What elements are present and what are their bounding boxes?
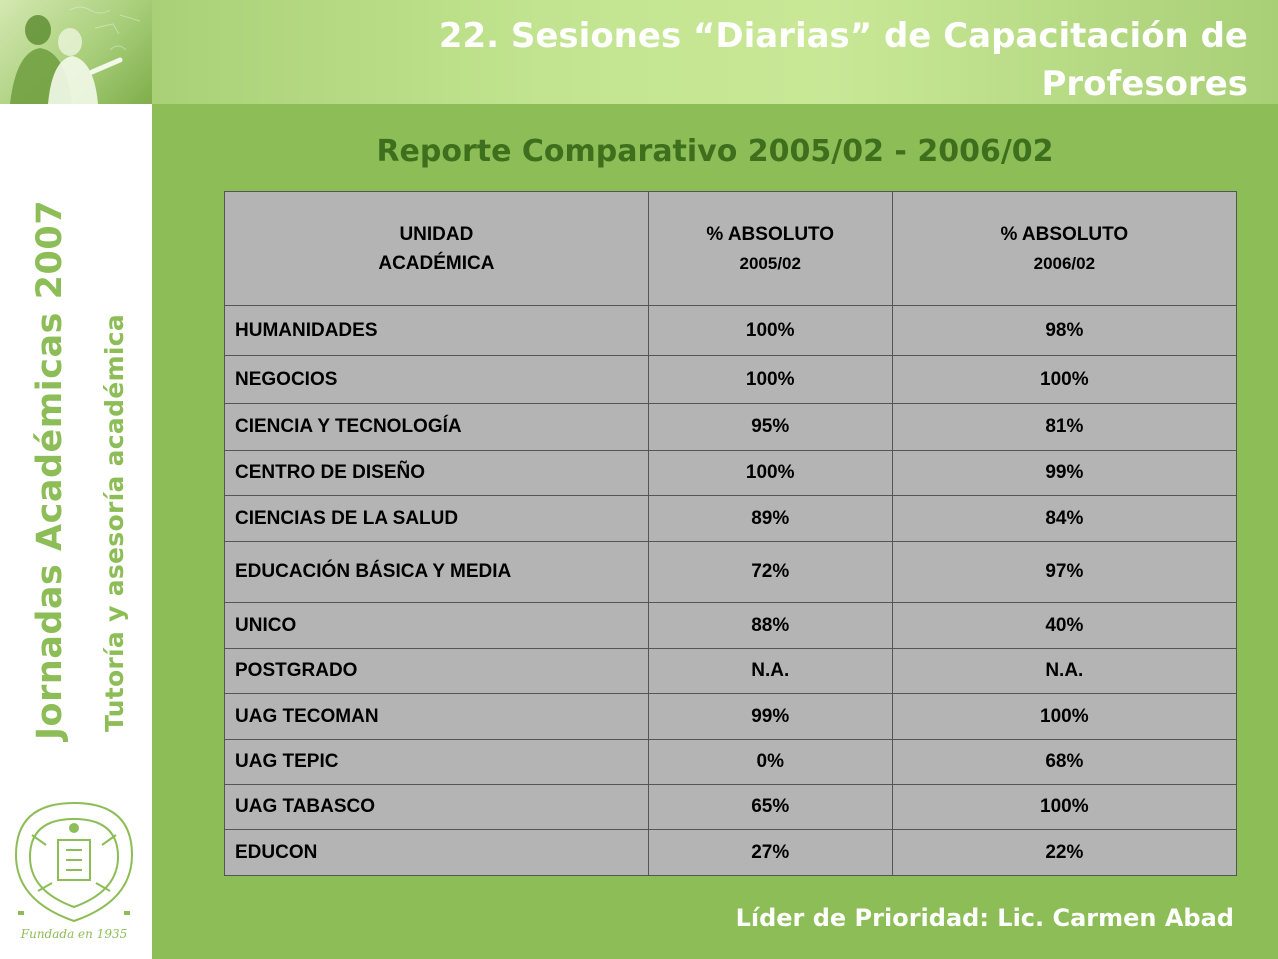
cell-abs-2006: 81%: [891, 403, 1238, 451]
table-row: POSTGRADO N.A. N.A.: [224, 648, 1238, 694]
cell-abs-2005: 89%: [647, 495, 893, 542]
table-row: NEGOCIOS 100% 100%: [224, 355, 1238, 404]
cell-unidad: UAG TECOMAN: [224, 693, 649, 740]
cell-abs-2006: 99%: [891, 450, 1238, 496]
table-row: EDUCON 27% 22%: [224, 829, 1238, 876]
page-title: 22. Sesiones “Diarias” de Capacitación d…: [438, 16, 1248, 104]
cell-unidad: CIENCIAS DE LA SALUD: [224, 495, 649, 542]
cell-abs-2006: 100%: [891, 693, 1238, 740]
cell-abs-2006: 84%: [891, 495, 1238, 542]
university-seal: Fundada en 1935: [8, 795, 140, 945]
cell-abs-2005: N.A.: [647, 648, 893, 694]
table-row: UNICO 88% 40%: [224, 602, 1238, 649]
table-row: UAG TECOMAN 99% 100%: [224, 693, 1238, 740]
table-row: UAG TEPIC 0% 68%: [224, 739, 1238, 785]
cell-abs-2005: 100%: [647, 355, 893, 404]
header-band: 22. Sesiones “Diarias” de Capacitación d…: [152, 0, 1278, 104]
cell-abs-2005: 65%: [647, 784, 893, 830]
cell-abs-2005: 0%: [647, 739, 893, 785]
table-row: UAG TABASCO 65% 100%: [224, 784, 1238, 830]
cell-abs-2005: 100%: [647, 305, 893, 356]
event-title: Jornadas Académicas 2007: [30, 199, 70, 740]
cell-unidad: POSTGRADO: [224, 648, 649, 694]
comparison-table: UNIDAD ACADÉMICA % ABSOLUTO 2005/02 % AB…: [224, 191, 1238, 876]
cell-unidad: HUMANIDADES: [224, 305, 649, 356]
cell-unidad: EDUCON: [224, 829, 649, 876]
cell-unidad: EDUCACIÓN BÁSICA Y MEDIA: [224, 541, 649, 603]
column-header-2006: % ABSOLUTO 2006/02: [891, 191, 1238, 306]
table-row: EDUCACIÓN BÁSICA Y MEDIA 72% 97%: [224, 541, 1238, 603]
cell-abs-2006: 22%: [891, 829, 1238, 876]
table-row: HUMANIDADES 100% 98%: [224, 305, 1238, 356]
cell-abs-2006: 100%: [891, 784, 1238, 830]
priority-leader: Líder de Prioridad: Lic. Carmen Abad: [735, 904, 1234, 932]
cell-abs-2006: 97%: [891, 541, 1238, 603]
event-subtitle: Tutoría y asesoría académica: [100, 313, 129, 732]
cell-abs-2006: 98%: [891, 305, 1238, 356]
cell-unidad: UAG TEPIC: [224, 739, 649, 785]
column-header-2005: % ABSOLUTO 2005/02: [647, 191, 893, 306]
cell-abs-2006: 100%: [891, 355, 1238, 404]
column-header-unidad: UNIDAD ACADÉMICA: [224, 191, 649, 306]
cell-unidad: CIENCIA Y TECNOLOGÍA: [224, 403, 649, 451]
header-photo: [0, 0, 152, 104]
table-header-row: UNIDAD ACADÉMICA % ABSOLUTO 2005/02 % AB…: [224, 191, 1238, 306]
cell-abs-2005: 95%: [647, 403, 893, 451]
cell-abs-2005: 72%: [647, 541, 893, 603]
table-row: CIENCIAS DE LA SALUD 89% 84%: [224, 495, 1238, 542]
sidebar: Jornadas Académicas 2007 Tutoría y aseso…: [0, 0, 152, 959]
cell-abs-2005: 100%: [647, 450, 893, 496]
cell-abs-2005: 88%: [647, 602, 893, 649]
cell-abs-2005: 99%: [647, 693, 893, 740]
cell-unidad: NEGOCIOS: [224, 355, 649, 404]
cell-abs-2006: N.A.: [891, 648, 1238, 694]
cell-unidad: CENTRO DE DISEÑO: [224, 450, 649, 496]
seal-caption: Fundada en 1935: [20, 927, 127, 941]
cell-abs-2005: 27%: [647, 829, 893, 876]
cell-unidad: UNICO: [224, 602, 649, 649]
cell-abs-2006: 68%: [891, 739, 1238, 785]
table-body: HUMANIDADES 100% 98% NEGOCIOS 100% 100% CIENCI…: [224, 305, 1238, 876]
table-row: CENTRO DE DISEÑO 100% 99%: [224, 450, 1238, 496]
cell-unidad: UAG TABASCO: [224, 784, 649, 830]
cell-abs-2006: 40%: [891, 602, 1238, 649]
table-row: CIENCIA Y TECNOLOGÍA 95% 81%: [224, 403, 1238, 451]
report-subtitle: Reporte Comparativo 2005/02 - 2006/02: [376, 134, 1054, 169]
